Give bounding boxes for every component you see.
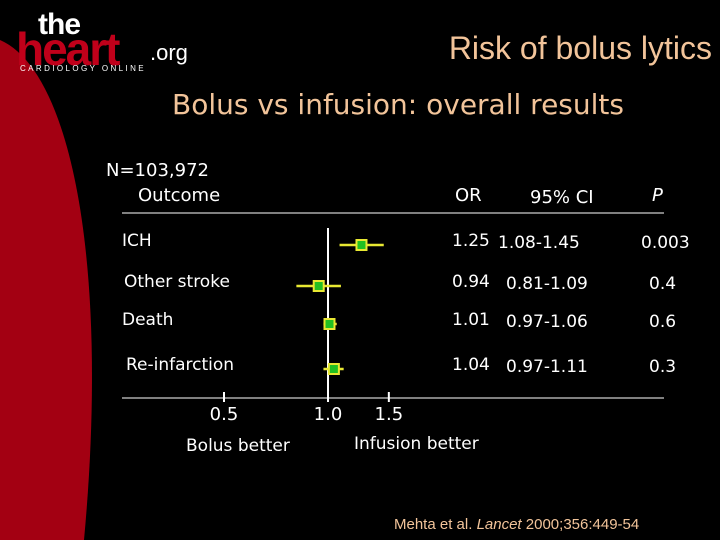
row-or-3: 1.04 — [452, 355, 490, 375]
outcome-header: Outcome — [138, 185, 221, 206]
p-header: P — [652, 185, 663, 206]
citation-authors: Mehta et al. — [394, 516, 473, 533]
slide-title: Risk of bolus lytics — [448, 30, 712, 66]
or-marker-0 — [355, 239, 368, 251]
logo-the: the — [38, 8, 81, 41]
row-outcome-1: Other stroke — [124, 272, 230, 292]
bolus-better-label: Bolus better — [186, 436, 290, 456]
row-ci-2: 0.97-1.06 — [506, 312, 588, 332]
row-ci-0: 1.08-1.45 — [498, 233, 580, 253]
or-marker-2 — [323, 318, 336, 330]
logo-tagline: CARDIOLOGY ONLINE — [20, 64, 147, 73]
or-marker-3 — [327, 363, 340, 375]
row-outcome-0: ICH — [122, 231, 152, 251]
citation: Mehta et al. Lancet 2000;356:449-54 — [394, 516, 639, 533]
logo-heart: heart — [16, 23, 120, 75]
x-tick-label-1: 1.0 — [314, 404, 343, 425]
red-decorative-shape — [0, 40, 92, 540]
row-outcome-3: Re-infarction — [126, 355, 235, 375]
row-p-0: 0.003 — [641, 233, 690, 253]
logo-org: .org — [150, 40, 188, 65]
ci-header: 95% CI — [530, 187, 594, 208]
row-ci-3: 0.97-1.11 — [506, 357, 588, 377]
chart-subtitle: Bolus vs infusion: overall results — [172, 88, 624, 121]
or-header: OR — [455, 185, 482, 206]
citation-journal: Lancet — [476, 516, 522, 533]
row-outcome-2: Death — [122, 310, 174, 330]
n-label: N=103,972 — [106, 160, 209, 181]
row-p-3: 0.3 — [649, 357, 677, 377]
x-tick-label-2: 1.5 — [375, 404, 404, 425]
x-tick-label-0: 0.5 — [210, 404, 239, 425]
row-or-0: 1.25 — [452, 231, 490, 251]
row-ci-1: 0.81-1.09 — [506, 274, 588, 294]
row-or-1: 0.94 — [452, 272, 490, 292]
row-p-2: 0.6 — [649, 312, 677, 332]
row-p-1: 0.4 — [649, 274, 677, 294]
infusion-better-label: Infusion better — [354, 434, 479, 454]
row-or-2: 1.01 — [452, 310, 490, 330]
or-marker-1 — [312, 280, 325, 292]
citation-rest: 2000;356:449-54 — [525, 516, 640, 533]
